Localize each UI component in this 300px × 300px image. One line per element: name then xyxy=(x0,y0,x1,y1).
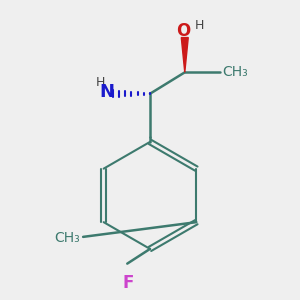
Text: O: O xyxy=(176,22,190,40)
Text: F: F xyxy=(122,274,134,292)
Text: CH₃: CH₃ xyxy=(55,231,80,245)
Text: H: H xyxy=(96,76,105,89)
Text: H: H xyxy=(195,19,204,32)
Polygon shape xyxy=(181,38,188,72)
Text: CH₃: CH₃ xyxy=(222,65,248,79)
Text: N: N xyxy=(99,83,114,101)
